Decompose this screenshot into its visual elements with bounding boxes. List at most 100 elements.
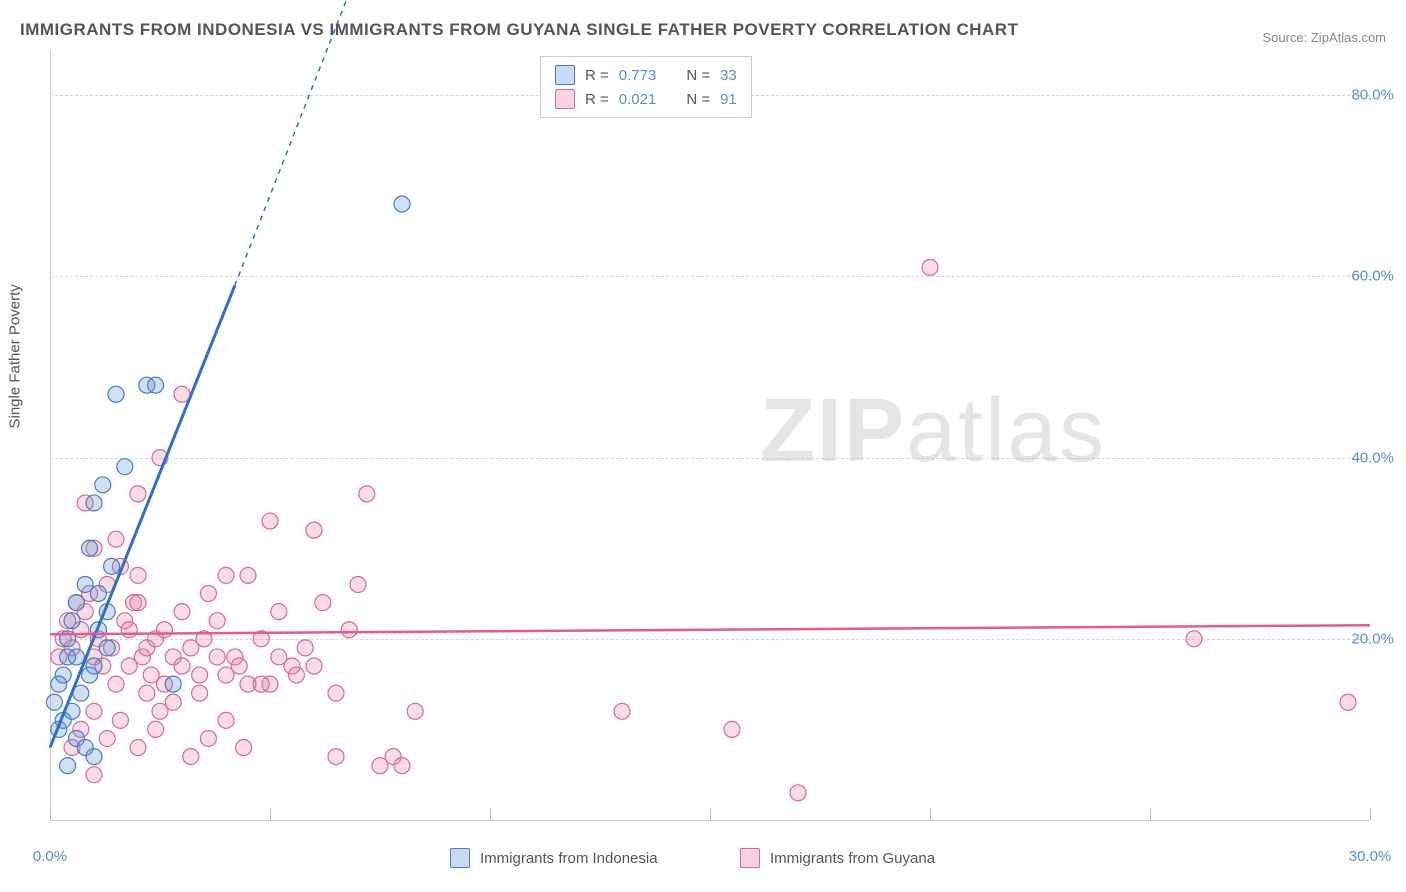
data-point	[86, 495, 102, 511]
data-point	[297, 640, 313, 656]
data-point	[46, 694, 62, 710]
series-label: Immigrants from Indonesia	[480, 850, 658, 867]
data-point	[139, 640, 155, 656]
legend-r-label: R =	[585, 67, 609, 84]
data-point	[359, 486, 375, 502]
data-point	[231, 658, 247, 674]
data-point	[236, 740, 252, 756]
data-point	[341, 622, 357, 638]
data-point	[117, 459, 133, 475]
data-point	[218, 712, 234, 728]
data-point	[192, 667, 208, 683]
series-legend-guyana: Immigrants from Guyana	[740, 848, 935, 868]
legend-row: R = 0.773 N = 33	[555, 63, 737, 87]
data-point	[328, 685, 344, 701]
data-point	[60, 758, 76, 774]
trend-line	[50, 625, 1370, 634]
legend-n-value: 33	[720, 67, 737, 84]
data-point	[68, 649, 84, 665]
y-axis-label: Single Father Poverty	[7, 284, 24, 428]
data-point	[328, 749, 344, 765]
data-point	[315, 595, 331, 611]
data-point	[209, 649, 225, 665]
data-point	[148, 721, 164, 737]
legend-n-value: 91	[720, 91, 737, 108]
data-point	[288, 667, 304, 683]
x-tick-label: 30.0%	[1349, 848, 1392, 865]
x-axis-line	[50, 820, 1370, 821]
data-point	[130, 567, 146, 583]
data-point	[121, 658, 137, 674]
swatch-icon	[555, 65, 575, 85]
data-point	[922, 259, 938, 275]
data-point	[174, 604, 190, 620]
data-point	[108, 386, 124, 402]
data-point	[394, 196, 410, 212]
data-point	[192, 685, 208, 701]
data-point	[1340, 694, 1356, 710]
data-point	[306, 522, 322, 538]
data-point	[174, 658, 190, 674]
legend-n-label: N =	[686, 67, 710, 84]
legend-row: R = 0.021 N = 91	[555, 87, 737, 111]
data-point	[165, 694, 181, 710]
data-point	[350, 576, 366, 592]
data-point	[218, 567, 234, 583]
data-point	[790, 785, 806, 801]
chart-title: IMMIGRANTS FROM INDONESIA VS IMMIGRANTS …	[20, 20, 1018, 40]
data-point	[130, 740, 146, 756]
data-point	[148, 377, 164, 393]
data-point	[130, 486, 146, 502]
data-point	[104, 558, 120, 574]
data-point	[64, 613, 80, 629]
correlation-legend: R = 0.773 N = 33 R = 0.021 N = 91	[540, 56, 752, 118]
data-point	[82, 540, 98, 556]
data-point	[139, 685, 155, 701]
swatch-icon	[555, 89, 575, 109]
data-point	[99, 730, 115, 746]
data-point	[95, 477, 111, 493]
data-point	[240, 567, 256, 583]
data-point	[156, 622, 172, 638]
data-point	[130, 595, 146, 611]
data-point	[68, 595, 84, 611]
legend-n-label: N =	[686, 91, 710, 108]
data-point	[108, 531, 124, 547]
series-label: Immigrants from Guyana	[770, 850, 935, 867]
trend-line-extrapolated	[235, 0, 380, 286]
data-point	[108, 676, 124, 692]
data-point	[86, 767, 102, 783]
data-point	[200, 730, 216, 746]
data-point	[724, 721, 740, 737]
swatch-icon	[450, 848, 470, 868]
data-point	[614, 703, 630, 719]
data-point	[306, 658, 322, 674]
source-label: Source: ZipAtlas.com	[1262, 30, 1386, 45]
data-point	[209, 613, 225, 629]
data-point	[200, 586, 216, 602]
data-point	[112, 712, 128, 728]
x-tick-label: 0.0%	[33, 848, 67, 865]
data-point	[86, 703, 102, 719]
data-point	[240, 676, 256, 692]
data-point	[271, 649, 287, 665]
legend-r-value: 0.021	[619, 91, 657, 108]
data-point	[394, 758, 410, 774]
data-point	[55, 667, 71, 683]
legend-r-label: R =	[585, 91, 609, 108]
data-point	[165, 676, 181, 692]
data-point	[99, 640, 115, 656]
legend-r-value: 0.773	[619, 67, 657, 84]
data-point	[86, 749, 102, 765]
data-point	[271, 604, 287, 620]
data-point	[262, 513, 278, 529]
scatter-plot	[50, 50, 1370, 820]
data-point	[121, 622, 137, 638]
data-point	[183, 749, 199, 765]
swatch-icon	[740, 848, 760, 868]
data-point	[1186, 631, 1202, 647]
series-legend-indonesia: Immigrants from Indonesia	[450, 848, 658, 868]
data-point	[407, 703, 423, 719]
data-point	[82, 667, 98, 683]
data-point	[90, 586, 106, 602]
